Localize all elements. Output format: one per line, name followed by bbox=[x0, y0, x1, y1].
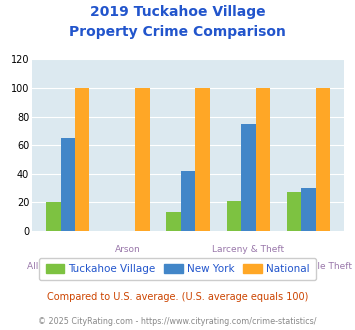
Text: Burglary: Burglary bbox=[169, 262, 207, 271]
Bar bbox=[241, 124, 256, 231]
Bar bbox=[166, 213, 181, 231]
Text: Motor Vehicle Theft: Motor Vehicle Theft bbox=[264, 262, 353, 271]
Bar bbox=[301, 188, 316, 231]
Bar bbox=[135, 88, 150, 231]
Bar bbox=[256, 88, 270, 231]
Bar bbox=[181, 171, 195, 231]
Text: Compared to U.S. average. (U.S. average equals 100): Compared to U.S. average. (U.S. average … bbox=[47, 292, 308, 302]
Text: 2019 Tuckahoe Village: 2019 Tuckahoe Village bbox=[90, 5, 265, 19]
Text: Larceny & Theft: Larceny & Theft bbox=[212, 245, 284, 254]
Text: © 2025 CityRating.com - https://www.cityrating.com/crime-statistics/: © 2025 CityRating.com - https://www.city… bbox=[38, 317, 317, 326]
Text: Property Crime Comparison: Property Crime Comparison bbox=[69, 25, 286, 39]
Bar bbox=[226, 201, 241, 231]
Bar bbox=[75, 88, 89, 231]
Bar bbox=[287, 192, 301, 231]
Bar bbox=[316, 88, 330, 231]
Bar bbox=[61, 138, 75, 231]
Text: All Property Crime: All Property Crime bbox=[27, 262, 109, 271]
Legend: Tuckahoe Village, New York, National: Tuckahoe Village, New York, National bbox=[39, 258, 316, 280]
Text: Arson: Arson bbox=[115, 245, 141, 254]
Bar bbox=[195, 88, 210, 231]
Bar bbox=[46, 202, 61, 231]
